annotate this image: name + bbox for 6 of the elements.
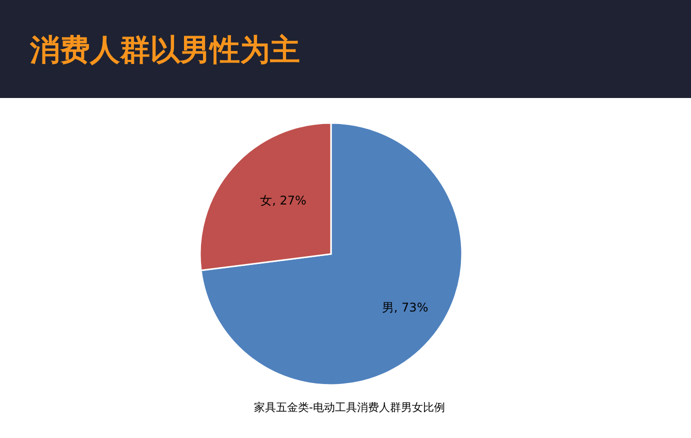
text: 家具五金类-电动工具消费人群男女比例 [254,401,445,414]
data-label: , 73% [394,300,428,315]
slice-label: 男 [382,300,394,315]
chart-title: 消费人群以男性为主 [29,33,300,68]
data-label: , 27% [272,193,306,208]
slice-label: 女 [260,193,272,208]
